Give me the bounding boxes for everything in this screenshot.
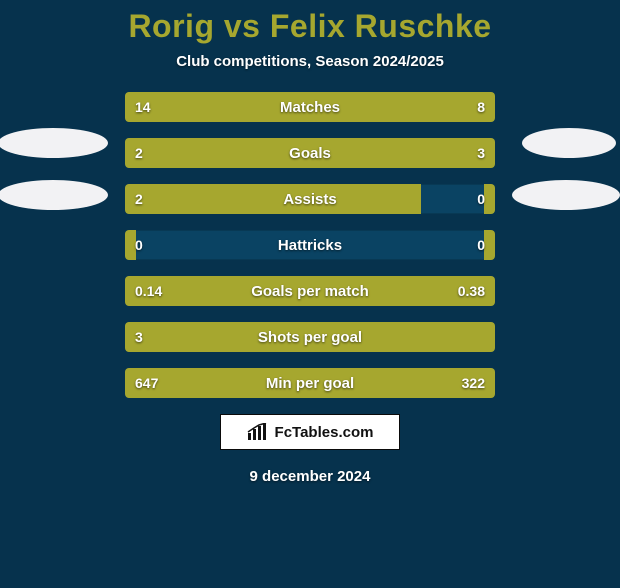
stat-value-left: 3 [125, 322, 153, 352]
stat-value-right: 0.38 [448, 276, 495, 306]
stat-row: 23Goals [125, 138, 495, 168]
avatar-placeholder [0, 180, 108, 210]
stat-value-right: 8 [467, 92, 495, 122]
stat-value-right: 3 [467, 138, 495, 168]
stat-value-right: 0 [467, 184, 495, 214]
stat-row: 3Shots per goal [125, 322, 495, 352]
stat-value-left: 647 [125, 368, 168, 398]
stat-value-left: 0.14 [125, 276, 172, 306]
date-label: 9 december 2024 [0, 468, 620, 485]
stat-value-left: 14 [125, 92, 161, 122]
page-title: Rorig vs Felix Ruschke [0, 8, 620, 45]
stat-value-left: 2 [125, 138, 153, 168]
stat-row: 647322Min per goal [125, 368, 495, 398]
avatar-placeholder [0, 128, 108, 158]
stat-value-right: 0 [467, 230, 495, 260]
branding-badge: FcTables.com [220, 414, 400, 450]
stat-value-right: 322 [452, 368, 495, 398]
avatar-placeholder [522, 128, 616, 158]
branding-text: FcTables.com [275, 424, 374, 441]
stat-row: 0 0Hattricks [125, 230, 495, 260]
stat-value-left: 0 [125, 230, 153, 260]
chart-icon [247, 423, 269, 441]
bar-fill-left [125, 184, 421, 214]
stat-row: 148Matches [125, 92, 495, 122]
subtitle: Club competitions, Season 2024/2025 [0, 53, 620, 70]
bar-fill-left [125, 322, 495, 352]
stat-label: Hattricks [125, 230, 495, 260]
stat-value-left: 2 [125, 184, 153, 214]
bar-fill-right [273, 138, 495, 168]
stat-row: 20Assists [125, 184, 495, 214]
player-left-avatar-group [0, 128, 108, 232]
player-right-avatar-group [512, 128, 620, 232]
stat-row: 0.140.38Goals per match [125, 276, 495, 306]
avatar-placeholder [512, 180, 620, 210]
stats-bars: 148Matches23Goals20Assists00Hattricks0.1… [125, 92, 495, 398]
